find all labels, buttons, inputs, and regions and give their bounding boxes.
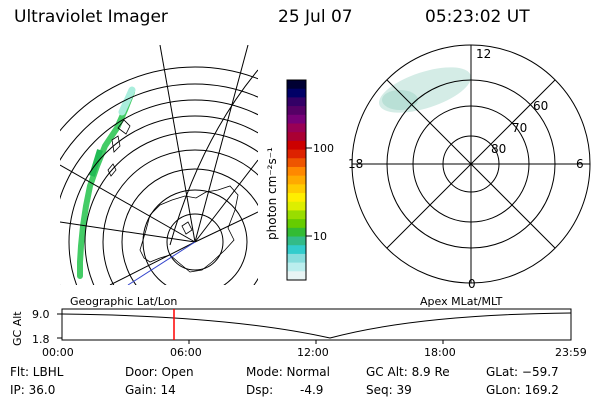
mlat-label-70: 70 — [512, 121, 527, 135]
colorbar-segment — [287, 253, 306, 264]
timeline-axis-label: GC Alt — [11, 311, 24, 346]
mlat-label-60: 60 — [533, 99, 548, 113]
mode-status: Mode: Normal — [246, 365, 330, 379]
colorbar-tick-100: 100 — [313, 142, 334, 155]
altitude-timeline: Geographic Lat/Lon Apex MLat/MLT GC Alt … — [11, 295, 587, 359]
colorbar-segment — [287, 97, 306, 107]
colorbar-segment — [287, 245, 306, 255]
colorbar-segment — [287, 158, 306, 168]
colorbar-segment — [287, 193, 306, 203]
colorbar-unit-label: photon cm⁻²s⁻¹ — [265, 147, 279, 240]
mlt-label-12: 12 — [476, 47, 491, 61]
glon-status: GLon: 169.2 — [486, 383, 559, 397]
door-status: Door: Open — [125, 365, 194, 379]
mlt-label-18: 18 — [348, 157, 363, 171]
colorbar-segment — [287, 106, 306, 116]
colorbar-segment — [287, 219, 306, 229]
gain-status: Gain: 14 — [125, 383, 176, 397]
dsp-label: Dsp: — [246, 383, 274, 397]
colorbar-segment — [287, 210, 306, 220]
timeline-xtick-1800: 18:00 — [424, 346, 456, 359]
colorbar-segment — [287, 201, 306, 212]
altitude-curve — [61, 312, 572, 339]
time-label: 05:23:02 UT — [425, 7, 530, 27]
colorbar-segment — [287, 88, 306, 98]
polar-plot: 12 18 6 0 60 70 80 — [348, 44, 591, 291]
dsp-value: -4.9 — [300, 383, 324, 397]
colorbar-segment — [287, 271, 306, 281]
colorbar-segment — [287, 149, 306, 159]
colorbar-segment — [287, 166, 306, 177]
timeline-ytick-9: 9.0 — [32, 308, 50, 321]
colorbar-segment — [287, 236, 306, 246]
colorbar-segment — [287, 227, 306, 238]
filter-status: Flt: LBHL — [10, 365, 64, 379]
colorbar-segment — [287, 262, 306, 272]
colorbar-segment — [287, 140, 306, 151]
colorbar-segment — [287, 114, 306, 125]
timeline-xtick-1200: 12:00 — [297, 346, 329, 359]
glat-status: GLat: −59.7 — [486, 365, 559, 379]
colorbar-tick-10: 10 — [313, 230, 327, 243]
colorbar-segment — [287, 123, 306, 133]
timeline-xtick-0000: 00:00 — [42, 346, 74, 359]
timeline-xtick-2359: 23:59 — [555, 346, 587, 359]
colorbar-segment — [287, 175, 306, 185]
ip-status: IP: 36.0 — [10, 383, 56, 397]
intensity-colorbar — [287, 80, 306, 281]
colorbar-segment — [287, 80, 306, 90]
geographic-map — [60, 45, 258, 285]
instrument-title: Ultraviolet Imager — [14, 7, 168, 27]
gc-alt-status: GC Alt: 8.9 Re — [366, 365, 450, 379]
timeline-ytick-1-8: 1.8 — [32, 333, 50, 346]
mlt-label-6: 6 — [576, 157, 584, 171]
seq-status: Seq: 39 — [366, 383, 412, 397]
timeline-xtick-0600: 06:00 — [170, 346, 202, 359]
geographic-label: Geographic Lat/Lon — [70, 295, 177, 308]
mlt-label-0: 0 — [468, 277, 476, 291]
apex-label: Apex MLat/MLT — [420, 295, 503, 308]
colorbar-segment — [287, 132, 306, 142]
date-label: 25 Jul 07 — [278, 7, 353, 27]
colorbar-segment — [287, 184, 306, 194]
mlat-label-80: 80 — [491, 142, 506, 156]
